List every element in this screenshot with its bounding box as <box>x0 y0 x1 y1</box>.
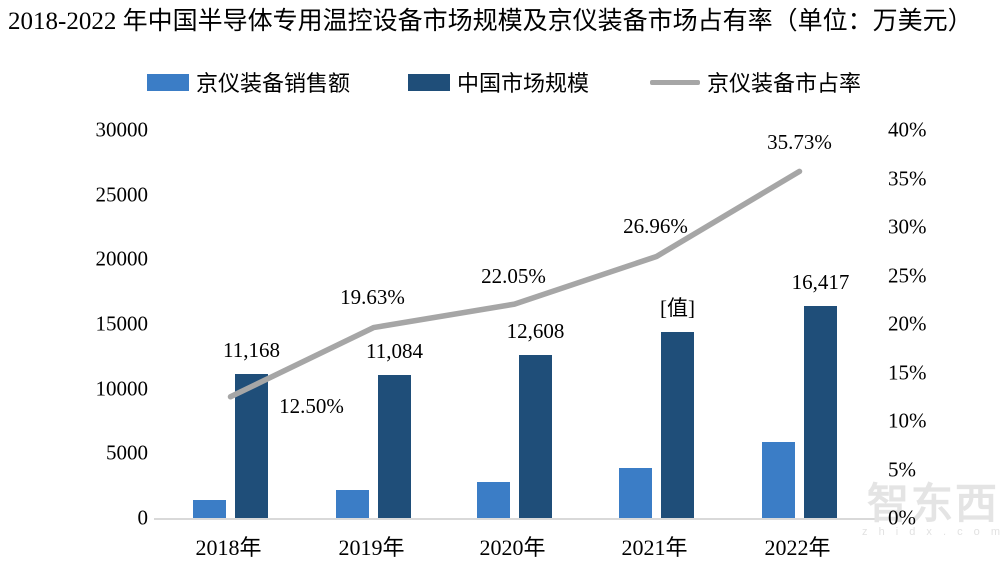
left-axis-tick: 5000 <box>106 440 148 465</box>
bar-sales-2022年 <box>762 442 795 518</box>
bar-sales-2019年 <box>336 489 369 518</box>
legend-item-sales: 京仪装备销售额 <box>147 68 350 96</box>
bar-market-2020年 <box>519 354 552 518</box>
sales-bar-swatch-icon <box>147 73 189 91</box>
share-percent-label: 19.63% <box>340 284 405 309</box>
share-percent-label: 35.73% <box>767 130 832 155</box>
bar-sales-2020年 <box>477 482 510 518</box>
right-axis-tick: 5% <box>888 457 916 481</box>
right-axis-tick: 35% <box>888 166 927 190</box>
bar-sales-2018年 <box>193 499 226 518</box>
left-axis-tick: 20000 <box>95 246 149 271</box>
right-axis-tick: 40% <box>888 117 927 142</box>
left-axis-tick: 15000 <box>95 311 149 336</box>
legend-label-market: 中国市场规模 <box>457 71 590 96</box>
bar-value-label: 11,168 <box>223 337 280 362</box>
left-axis-tick: 25000 <box>95 182 149 207</box>
watermark-domain: z h i d x . c o m <box>862 526 1000 538</box>
legend-label-share: 京仪装备市占率 <box>707 71 862 96</box>
share-line-swatch-icon <box>650 79 700 85</box>
watermark: 智东西 z h i d x . c o m <box>858 480 1000 539</box>
left-axis-tick: 10000 <box>95 376 149 401</box>
bar-market-2022年 <box>804 305 837 518</box>
chart-title: 2018-2022 年中国半导体专用温控设备市场规模及京仪装备市场占有率（单位：… <box>8 8 973 35</box>
left-axis-tick: 30000 <box>95 117 149 142</box>
legend-item-market: 中国市场规模 <box>408 68 589 96</box>
right-axis-tick: 30% <box>888 214 927 239</box>
right-axis-tick: 0% <box>888 505 916 530</box>
x-axis-label: 2019年 <box>338 535 405 560</box>
x-axis-label: 2018年 <box>195 535 262 560</box>
bar-value-label: 12,608 <box>506 318 565 343</box>
x-axis-baseline <box>154 518 880 520</box>
bar-market-2018年 <box>235 373 268 518</box>
share-percent-label: 26.96% <box>623 214 688 239</box>
x-axis-label: 2020年 <box>479 535 546 560</box>
x-axis-label: 2021年 <box>621 535 688 560</box>
bar-market-2019年 <box>378 374 411 518</box>
market-bar-swatch-icon <box>408 73 450 91</box>
left-axis-tick: 0 <box>137 505 149 530</box>
bar-value-label: 16,417 <box>791 269 850 294</box>
right-axis-tick: 20% <box>888 311 927 336</box>
bar-value-label: [值] <box>660 296 695 321</box>
right-axis-tick: 25% <box>888 263 927 287</box>
legend-label-sales: 京仪装备销售额 <box>196 71 351 96</box>
watermark-brand: 智东西 <box>866 480 999 527</box>
bar-sales-2021年 <box>619 467 652 518</box>
right-axis-tick: 10% <box>888 408 927 433</box>
right-axis-tick: 15% <box>888 360 927 384</box>
share-percent-label: 22.05% <box>481 264 546 289</box>
bar-market-2021年 <box>661 332 694 518</box>
x-axis-label: 2022年 <box>764 535 831 560</box>
bar-value-label: 11,084 <box>366 338 423 363</box>
share-percent-label: 12.50% <box>279 393 344 418</box>
legend-item-share: 京仪装备市占率 <box>650 68 861 96</box>
